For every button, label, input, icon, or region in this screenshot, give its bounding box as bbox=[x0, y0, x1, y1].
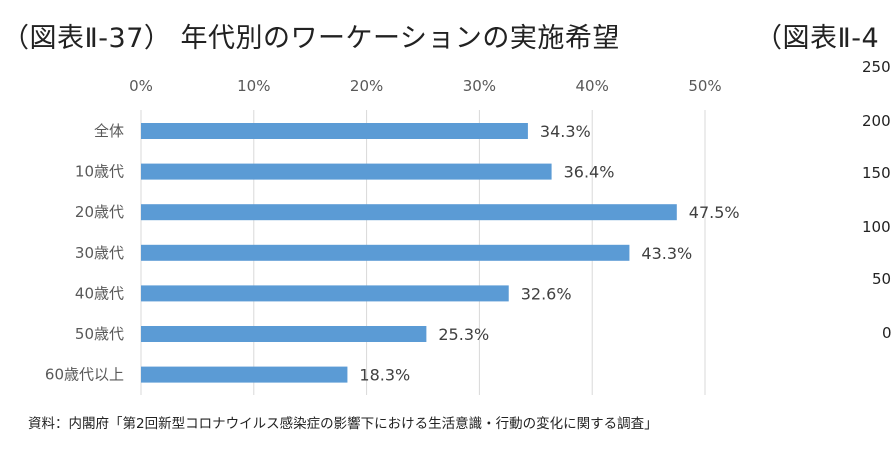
chart-title: （図表Ⅱ-37） 年代別のワーケーションの実施希望 bbox=[2, 23, 620, 54]
category-label: 全体 bbox=[94, 122, 124, 140]
category-label: 10歳代 bbox=[75, 163, 124, 181]
next-axis-tick: 100 bbox=[862, 218, 891, 236]
bar bbox=[141, 285, 509, 302]
bar bbox=[141, 366, 348, 383]
data-label: 25.3% bbox=[438, 325, 489, 344]
bar bbox=[141, 123, 528, 139]
data-label: 47.5% bbox=[689, 203, 740, 222]
data-label: 36.4% bbox=[564, 163, 615, 182]
bar bbox=[141, 204, 677, 221]
category-label: 20歳代 bbox=[75, 203, 124, 221]
bar bbox=[141, 244, 630, 261]
next-axis-tick: 0 bbox=[882, 324, 891, 342]
data-label: 34.3% bbox=[540, 122, 591, 141]
x-tick-label: 50% bbox=[688, 77, 721, 95]
x-tick-label: 10% bbox=[237, 77, 270, 95]
x-tick-label: 0% bbox=[129, 77, 153, 95]
next-chart-title: （図表Ⅱ-4 bbox=[755, 23, 880, 54]
next-axis-tick: 200 bbox=[862, 112, 891, 130]
data-label: 18.3% bbox=[359, 366, 410, 385]
category-label: 50歳代 bbox=[75, 325, 124, 343]
next-axis-tick: 50 bbox=[872, 270, 891, 288]
next-axis-tick: 150 bbox=[862, 164, 891, 182]
x-tick-label: 20% bbox=[350, 77, 383, 95]
category-label: 40歳代 bbox=[75, 284, 124, 302]
bar bbox=[141, 163, 552, 180]
category-label: 60歳代以上 bbox=[45, 366, 124, 384]
x-tick-label: 40% bbox=[576, 77, 609, 95]
bar bbox=[141, 326, 427, 342]
data-label: 32.6% bbox=[521, 284, 572, 303]
category-label: 30歳代 bbox=[75, 244, 124, 262]
next-axis-tick: 250 bbox=[862, 58, 891, 76]
x-tick-label: 30% bbox=[463, 77, 496, 95]
data-label: 43.3% bbox=[641, 244, 692, 263]
source-note: 資料：内閣府「第2回新型コロナウイルス感染症の影響下における生活意識・行動の変化… bbox=[28, 416, 658, 432]
